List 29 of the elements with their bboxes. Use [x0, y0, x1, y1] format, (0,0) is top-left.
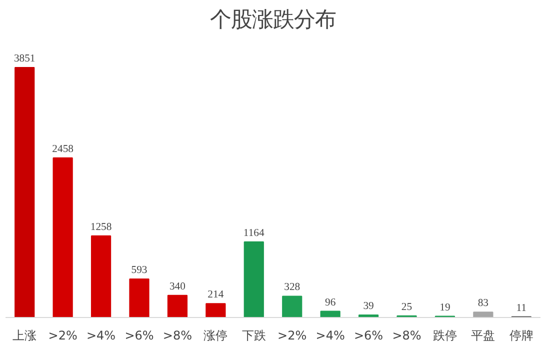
- x-tick-label: >8%: [392, 328, 422, 342]
- data-label: 3851: [14, 54, 36, 64]
- x-tick-label: >2%: [278, 328, 307, 342]
- data-label: 83: [478, 298, 489, 310]
- data-label: 1164: [243, 228, 266, 239]
- data-label: 328: [284, 282, 300, 294]
- data-label: 1258: [90, 222, 112, 233]
- x-tick-label: >8%: [162, 328, 192, 342]
- chart-title: 个股涨跌分布: [210, 8, 336, 32]
- data-label: 340: [169, 281, 186, 292]
- data-label: 96: [324, 297, 336, 308]
- x-tick-label: >6%: [354, 328, 384, 342]
- x-tick-label: >4%: [86, 328, 116, 342]
- data-label: 11: [516, 302, 527, 314]
- data-label: 39: [363, 300, 374, 312]
- data-label: 214: [208, 290, 224, 301]
- x-tick-label: 下跌: [242, 328, 266, 342]
- x-tick-label: 平盘: [471, 328, 496, 342]
- x-tick-label: 上涨: [12, 328, 37, 342]
- x-tick-label: 涨停: [204, 328, 228, 342]
- x-tick-label: 停牌: [509, 328, 534, 342]
- x-tick-label: >4%: [316, 328, 345, 342]
- x-tick-label: >2%: [48, 328, 78, 342]
- data-label: 2458: [52, 144, 74, 155]
- data-label: 593: [131, 265, 148, 276]
- data-label: 25: [401, 302, 412, 313]
- x-tick-label: >6%: [124, 328, 154, 342]
- x-tick-label: 跌停: [432, 328, 457, 342]
- data-label: 19: [440, 302, 450, 314]
